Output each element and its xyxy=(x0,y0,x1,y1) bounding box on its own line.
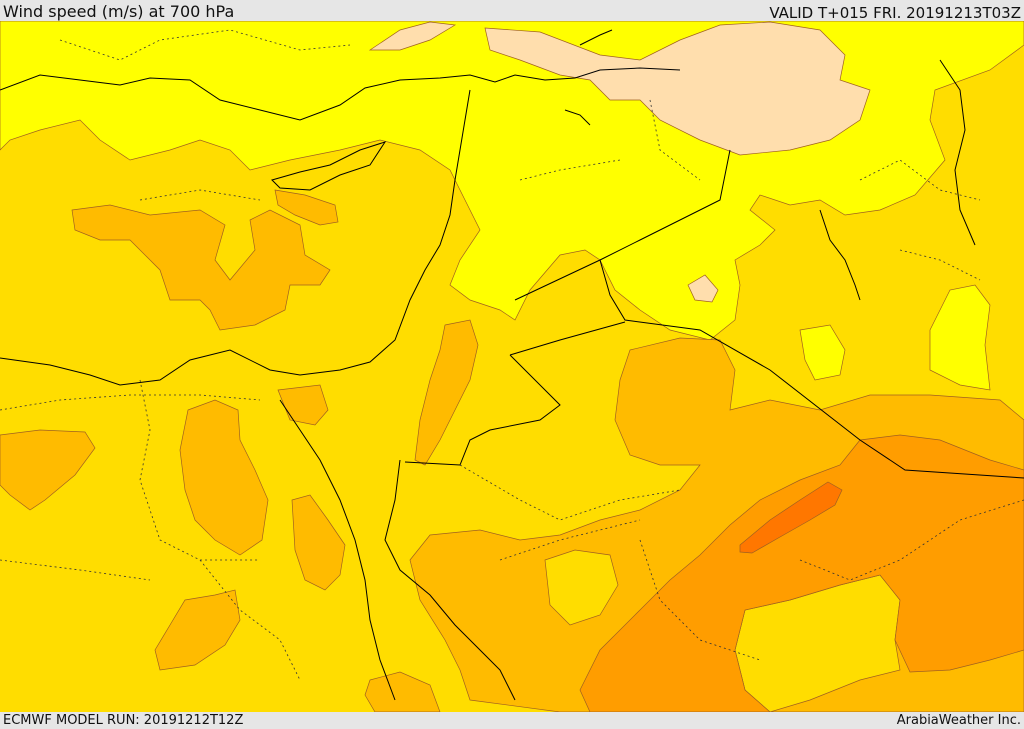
wind-speed-map xyxy=(0,21,1024,712)
field-stronger-core xyxy=(739,481,843,554)
field-strong-band xyxy=(579,434,1024,712)
model-run-label: ECMWF MODEL RUN: 20191212T12Z xyxy=(3,713,244,728)
political-borders xyxy=(0,29,1024,681)
map-header: Wind speed (m/s) at 700 hPa VALID T+015 … xyxy=(0,0,1024,21)
map-title: Wind speed (m/s) at 700 hPa xyxy=(3,2,235,21)
field-light-east-small xyxy=(799,324,846,381)
field-calm-north xyxy=(368,21,457,51)
field-fresh-egypt xyxy=(179,399,269,556)
valid-time-label: VALID T+015 FRI. 20191213T03Z xyxy=(769,4,1021,22)
field-fresh-turkey xyxy=(71,204,331,331)
field-light-east xyxy=(929,284,991,391)
field-fresh-red-sea xyxy=(291,494,346,591)
field-fresh-libya xyxy=(0,429,96,511)
field-calm-small xyxy=(687,274,719,303)
field-fresh-jordan xyxy=(414,319,479,466)
field-calm-northeast xyxy=(484,21,871,156)
field-fresh-sudan xyxy=(154,589,241,671)
field-fresh-cyprus xyxy=(274,189,339,226)
field-moderate-hole-arabia xyxy=(544,549,619,626)
field-fresh-arabia-west xyxy=(364,671,441,712)
credit-label: ArabiaWeather Inc. xyxy=(896,713,1021,728)
map-footer: ECMWF MODEL RUN: 20191212T12Z ArabiaWeat… xyxy=(0,712,1024,729)
coastlines xyxy=(0,29,1024,701)
